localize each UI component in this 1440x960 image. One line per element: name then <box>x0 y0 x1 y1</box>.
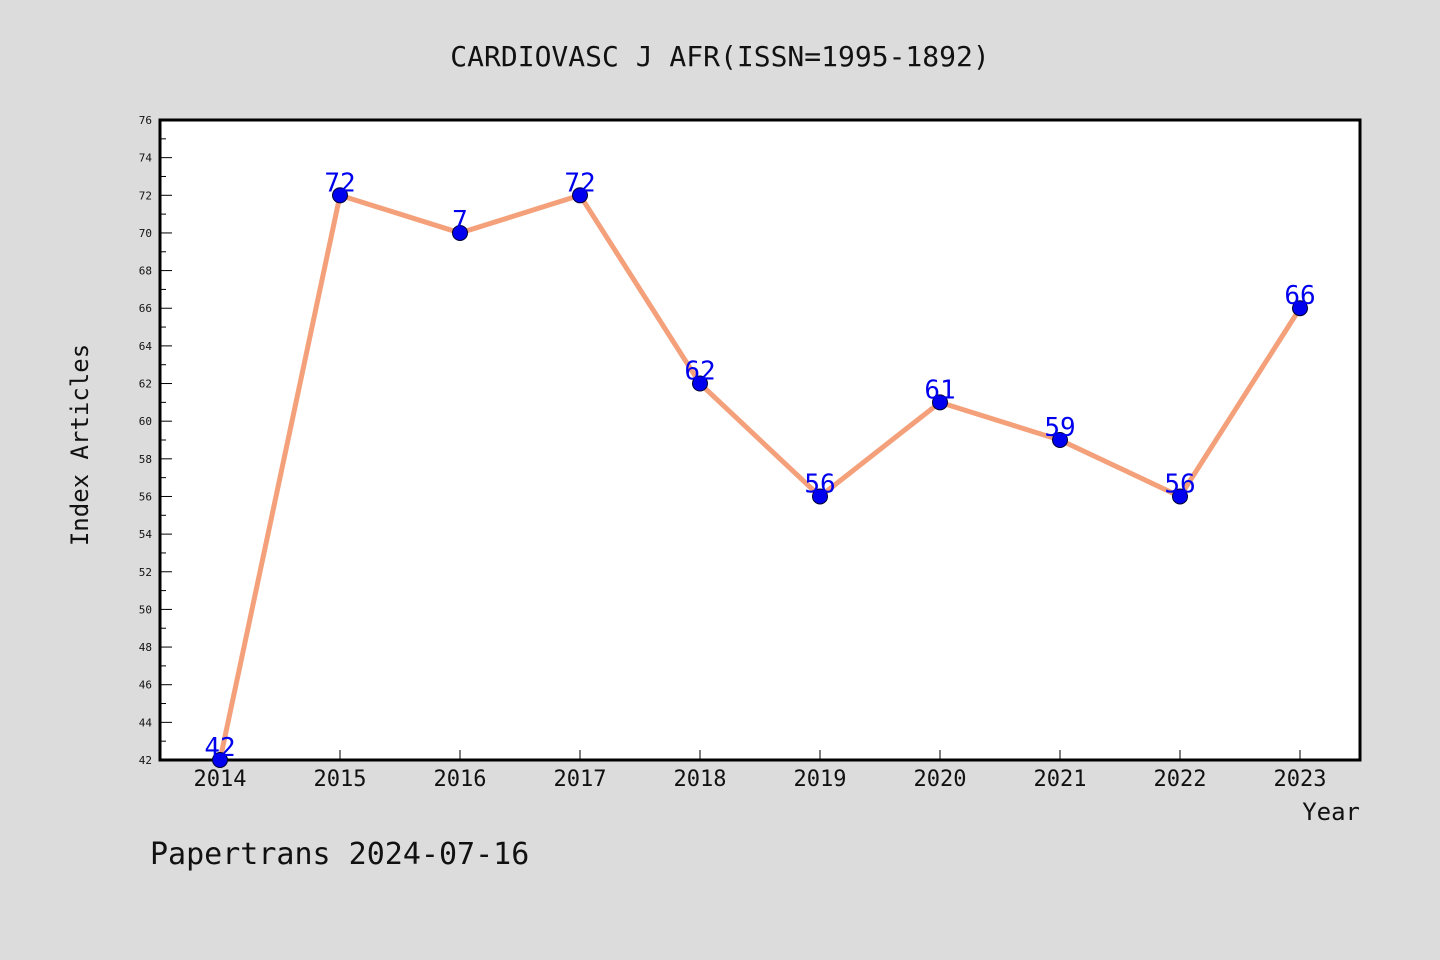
data-label: 56 <box>1164 469 1195 499</box>
data-point <box>212 752 228 768</box>
data-label: 61 <box>924 375 955 405</box>
y-tick-label: 68 <box>139 265 152 278</box>
y-tick-label: 74 <box>139 152 153 165</box>
y-tick-label: 64 <box>139 340 153 353</box>
data-label: 72 <box>564 168 595 198</box>
y-tick-label: 46 <box>139 679 152 692</box>
data-point <box>932 394 948 411</box>
data-point <box>1292 300 1308 317</box>
x-tick-label: 2017 <box>554 767 607 792</box>
y-tick-label: 52 <box>139 566 152 579</box>
data-point <box>332 187 348 204</box>
data-point <box>692 375 708 392</box>
x-tick-label: 2016 <box>434 767 487 792</box>
data-label: 72 <box>324 168 355 198</box>
data-point <box>452 224 468 241</box>
y-tick-label: 60 <box>139 415 152 428</box>
y-axis: 42 44 46 48 50 52 54 56 58 60 62 64 66 68 70 72 74 76 <box>139 114 172 767</box>
y-tick-label: 72 <box>139 189 152 202</box>
y-tick-label: 56 <box>139 490 152 503</box>
x-tick-label: 2022 <box>1154 767 1207 792</box>
x-tick-label: 2018 <box>674 767 727 792</box>
data-point <box>572 187 588 204</box>
y-tick-label: 54 <box>139 528 153 541</box>
y-tick-label: 58 <box>139 453 152 466</box>
y-tick-label: 42 <box>139 754 152 767</box>
data-label: 62 <box>684 357 715 387</box>
chart-title: CARDIOVASC J AFR(ISSN=1995-1892) <box>450 40 989 73</box>
data-point <box>1172 488 1188 505</box>
y-tick-label: 62 <box>139 378 152 391</box>
data-point <box>1052 432 1068 448</box>
x-tick-label: 2014 <box>194 767 247 792</box>
x-tick-label: 2023 <box>1274 767 1327 792</box>
y-tick-label: 66 <box>139 302 152 315</box>
data-label: 56 <box>804 469 835 499</box>
x-tick-label: 2021 <box>1034 767 1087 792</box>
series-group: 42 72 7 72 62 56 61 59 56 66 <box>204 168 1316 768</box>
series-line <box>217 192 1303 761</box>
x-tick-label: 2020 <box>914 767 967 792</box>
y-tick-label: 48 <box>139 641 152 654</box>
y-tick-label: 76 <box>139 114 152 127</box>
data-label: 66 <box>1284 281 1315 311</box>
x-tick-label: 2015 <box>314 767 367 792</box>
y-axis-label: Index Articles <box>66 344 94 546</box>
data-label: 7 <box>452 206 468 236</box>
x-axis-label: Year <box>1302 798 1360 826</box>
x-tick-label: 2019 <box>794 767 847 792</box>
footer-text: Papertrans 2024-07-16 <box>150 837 529 872</box>
y-tick-label: 44 <box>139 716 153 729</box>
data-label: 59 <box>1044 413 1075 443</box>
x-axis: 2014 2015 2016 2017 2018 2019 2020 2021 2022 2023 <box>194 750 1327 792</box>
data-label: 42 <box>204 733 235 763</box>
data-point <box>812 488 828 505</box>
y-tick-label: 50 <box>139 603 152 616</box>
y-tick-label: 70 <box>139 227 152 240</box>
